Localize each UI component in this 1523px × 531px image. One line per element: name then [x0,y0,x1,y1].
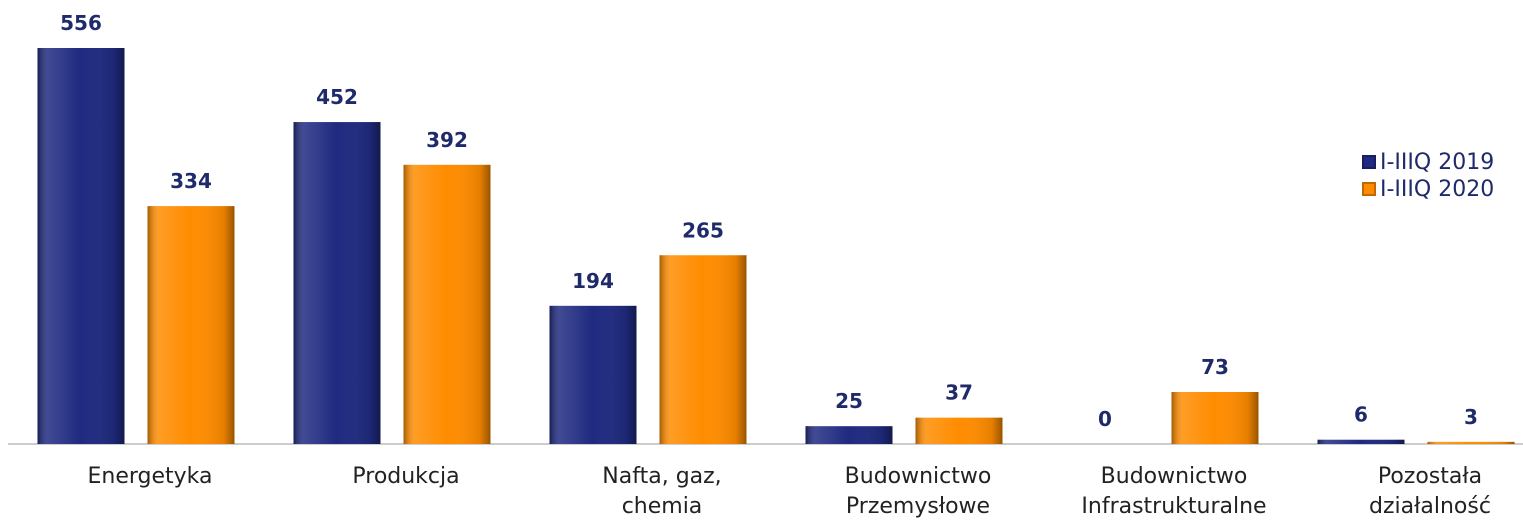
x-tick-label: Energetyka [87,464,213,489]
data-label: 73 [1201,355,1229,379]
bar [915,417,1003,444]
data-label: 556 [60,11,102,35]
data-label: 37 [945,381,973,405]
data-label: 0 [1098,407,1112,431]
x-tick-label: Nafta, gaz, chemia [602,464,722,519]
x-tick-label: Pozostała działalność [1369,464,1491,519]
bar [1171,392,1259,444]
x-tick-label: Budownictwo Infrastrukturalne [1081,464,1267,519]
legend-swatch [1362,155,1376,169]
bar [403,164,491,444]
data-label: 3 [1464,405,1478,429]
data-label: 452 [316,85,358,109]
data-label: 194 [572,269,614,293]
data-label: 6 [1354,403,1368,427]
data-label: 265 [682,218,724,242]
bar [1427,441,1515,444]
legend-label: I-IIIQ 2020 [1380,177,1495,202]
x-tick-label: Budownictwo Przemysłowe [844,464,992,519]
data-label: 392 [426,128,468,152]
legend-swatch [1362,182,1376,196]
legend-label: I-IIIQ 2019 [1380,150,1495,175]
bar [1317,439,1405,444]
bar [805,426,893,444]
data-label: 25 [835,389,863,413]
bar [293,122,381,444]
bar [659,255,747,444]
bar [147,206,235,444]
bar [549,305,637,444]
data-label: 334 [170,169,212,193]
bar [37,48,125,444]
x-tick-label: Produkcja [352,464,460,489]
